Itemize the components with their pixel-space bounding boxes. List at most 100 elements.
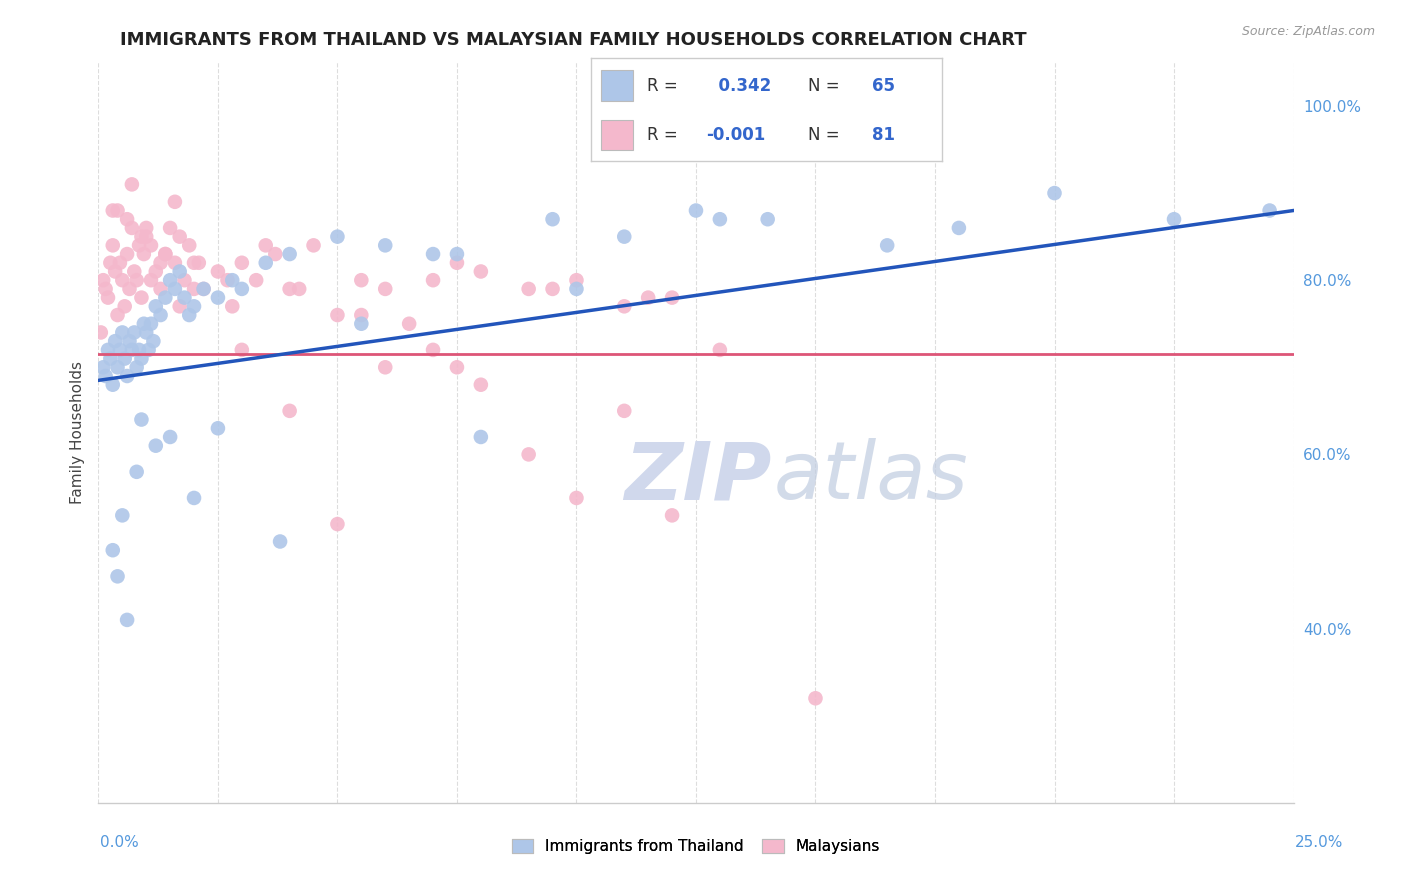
Point — [115, 247, 138, 261]
Point — [183, 256, 205, 270]
Point — [207, 421, 229, 435]
Point — [470, 264, 492, 278]
Point — [107, 203, 129, 218]
Point — [207, 264, 229, 278]
Point — [637, 291, 659, 305]
Point — [565, 273, 588, 287]
Point — [187, 256, 209, 270]
Point — [254, 238, 277, 252]
Point — [446, 360, 468, 375]
Point — [217, 273, 239, 287]
Point — [135, 221, 157, 235]
Point — [125, 465, 148, 479]
Point — [245, 273, 267, 287]
Point — [94, 282, 117, 296]
Text: N =: N = — [808, 126, 839, 144]
Text: atlas: atlas — [773, 438, 969, 516]
Point — [221, 273, 243, 287]
Legend: Immigrants from Thailand, Malaysians: Immigrants from Thailand, Malaysians — [505, 831, 887, 862]
Point — [104, 264, 127, 278]
Point — [114, 351, 136, 366]
Point — [101, 203, 124, 218]
Point — [159, 430, 181, 444]
Point — [183, 299, 205, 313]
Point — [115, 212, 138, 227]
Point — [98, 351, 122, 366]
Point — [804, 691, 827, 706]
Point — [131, 229, 153, 244]
Point — [685, 203, 707, 218]
Point — [97, 343, 120, 357]
Point — [98, 256, 122, 270]
Text: ZIP: ZIP — [624, 438, 772, 516]
Point — [183, 491, 205, 505]
Point — [101, 238, 124, 252]
Point — [94, 369, 117, 384]
Point — [125, 273, 148, 287]
Point — [948, 221, 970, 235]
Point — [121, 221, 143, 235]
Point — [350, 317, 373, 331]
Point — [139, 238, 162, 252]
Point — [121, 178, 143, 192]
Point — [613, 229, 636, 244]
Point — [118, 334, 141, 348]
Point — [124, 326, 146, 340]
Point — [159, 221, 181, 235]
Point — [118, 282, 141, 296]
Point — [131, 291, 153, 305]
Text: 0.0%: 0.0% — [100, 836, 139, 850]
Point — [326, 229, 349, 244]
Point — [101, 543, 124, 558]
Point — [193, 282, 215, 296]
Point — [613, 404, 636, 418]
Point — [374, 360, 396, 375]
Point — [350, 308, 373, 322]
Point — [149, 256, 172, 270]
Point — [541, 282, 564, 296]
Point — [145, 299, 167, 313]
Text: IMMIGRANTS FROM THAILAND VS MALAYSIAN FAMILY HOUSEHOLDS CORRELATION CHART: IMMIGRANTS FROM THAILAND VS MALAYSIAN FA… — [120, 31, 1026, 49]
Point — [155, 247, 177, 261]
Point — [114, 299, 136, 313]
Point — [128, 343, 150, 357]
Point — [326, 517, 349, 532]
Point — [115, 613, 138, 627]
Point — [173, 273, 195, 287]
Point — [183, 282, 205, 296]
Point — [163, 194, 186, 209]
Point — [145, 439, 167, 453]
Point — [91, 360, 114, 375]
Point — [254, 256, 277, 270]
Point — [1163, 212, 1185, 227]
Point — [173, 291, 195, 305]
Point — [169, 299, 191, 313]
Point — [142, 334, 165, 348]
Point — [661, 508, 683, 523]
Point — [288, 282, 311, 296]
Point — [422, 273, 444, 287]
Point — [876, 238, 898, 252]
Point — [149, 308, 172, 322]
Point — [446, 247, 468, 261]
Point — [131, 412, 153, 426]
Point — [278, 247, 301, 261]
FancyBboxPatch shape — [602, 70, 633, 101]
Point — [193, 282, 215, 296]
Text: N =: N = — [808, 77, 839, 95]
Point — [163, 256, 186, 270]
Text: 25.0%: 25.0% — [1295, 836, 1343, 850]
Point — [138, 343, 160, 357]
Point — [446, 256, 468, 270]
Point — [108, 343, 131, 357]
Point — [107, 569, 129, 583]
Point — [128, 238, 150, 252]
Point — [326, 308, 349, 322]
Text: -0.001: -0.001 — [707, 126, 766, 144]
Point — [278, 404, 301, 418]
Point — [145, 264, 167, 278]
Text: Source: ZipAtlas.com: Source: ZipAtlas.com — [1241, 25, 1375, 38]
Point — [132, 317, 155, 331]
Point — [121, 343, 143, 357]
Point — [709, 343, 731, 357]
